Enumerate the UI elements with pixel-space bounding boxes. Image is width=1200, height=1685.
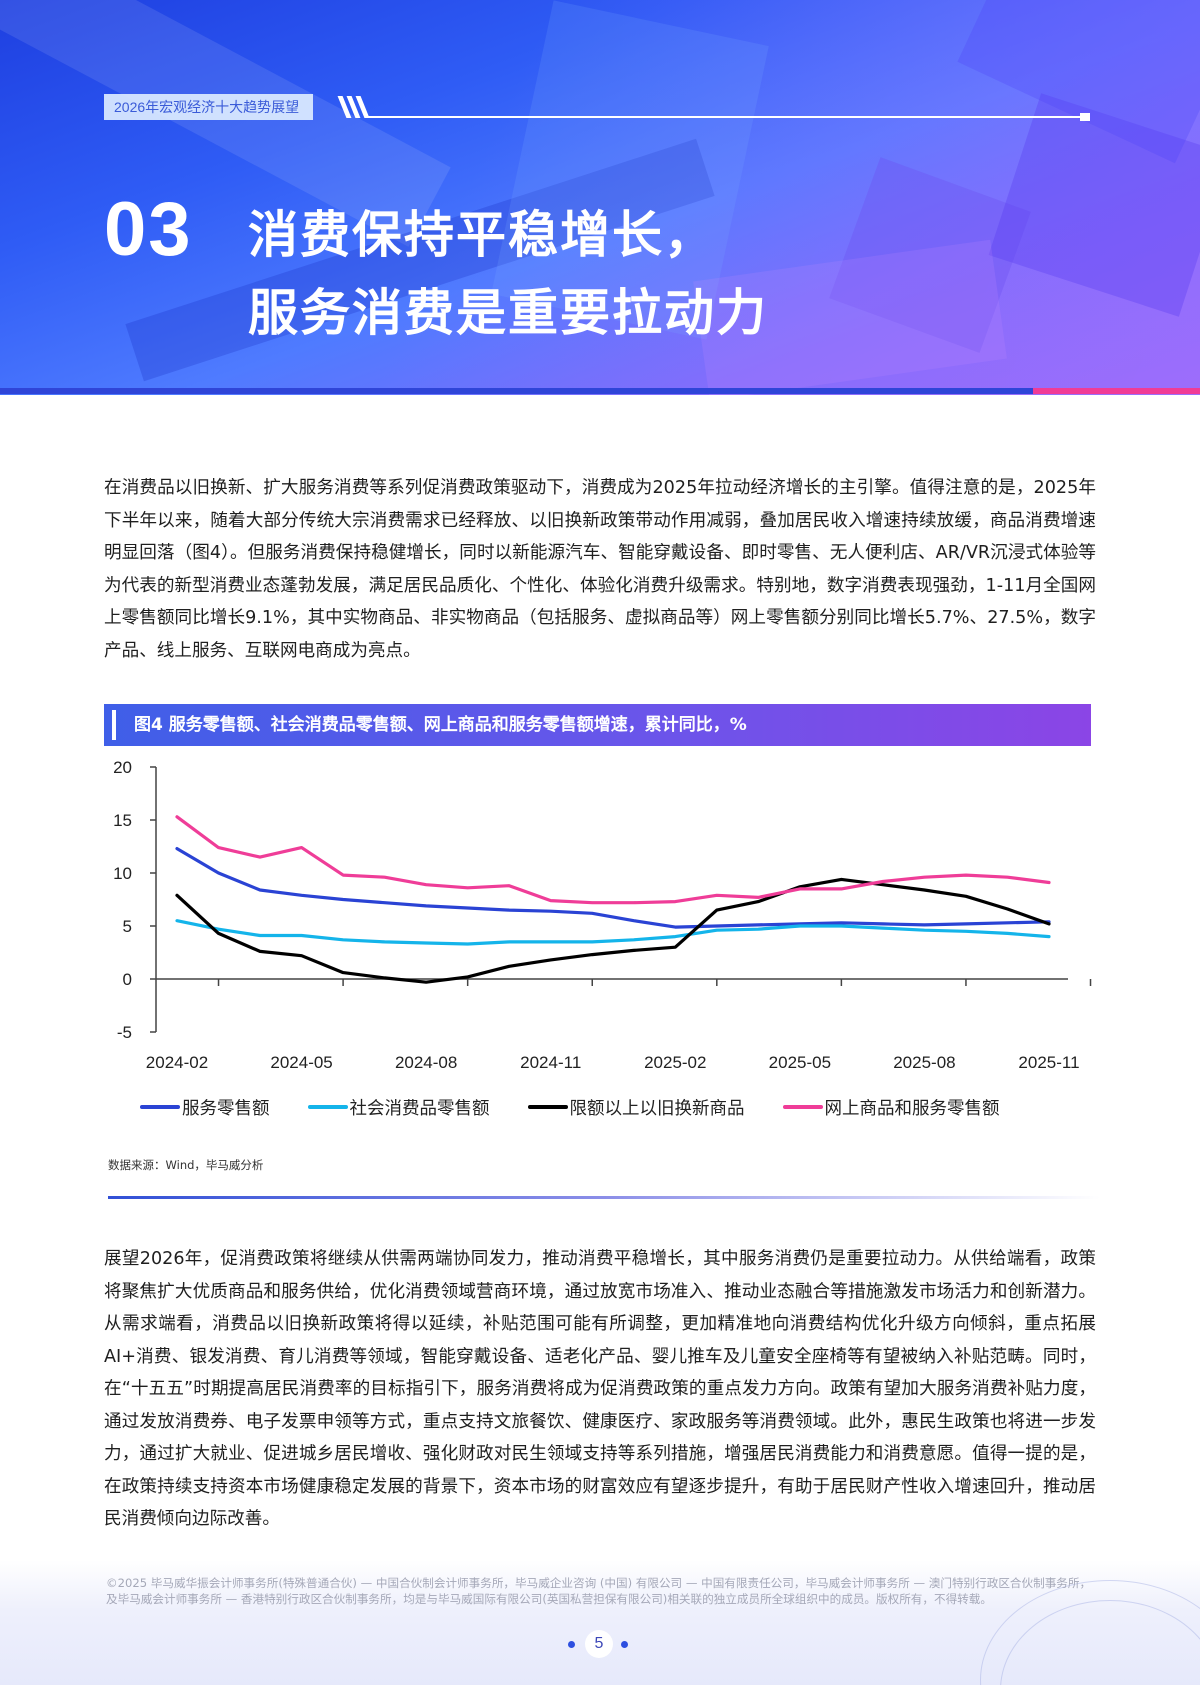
body-paragraph-1: 在消费品以旧换新、扩大服务消费等系列促消费政策驱动下，消费成为2025年拉动经济…	[104, 478, 1096, 661]
chapter-title-line-2: 服务消费是重要拉动力	[248, 284, 768, 342]
chapter-title: 消费保持平稳增长， 服务消费是重要拉动力	[248, 196, 768, 352]
copyright-notice: ©2025 毕马威华振会计师事务所(特殊普通合伙) — 中国合伙制会计师事务所，…	[106, 1576, 1092, 1606]
svg-text:2025-08: 2025-08	[893, 1053, 955, 1072]
legend-label: 网上商品和服务零售额	[824, 1098, 1000, 1119]
legend-label: 限额以上以旧换新商品	[569, 1098, 745, 1119]
legend-label: 服务零售额	[182, 1098, 270, 1119]
legend-swatch	[140, 1105, 180, 1109]
legend-swatch	[527, 1105, 568, 1109]
dot-icon	[621, 1641, 628, 1648]
figure-title-marker	[112, 710, 116, 740]
chapter-number: 03	[104, 187, 193, 272]
legend-item-total-retail: 社会消费品零售额	[307, 1095, 490, 1120]
svg-text:5: 5	[123, 917, 132, 936]
page-number: 5	[585, 1630, 613, 1658]
chapter-title-line-1: 消费保持平稳增长，	[248, 206, 716, 264]
page-indicator: 5	[565, 1630, 635, 1658]
svg-text:2025-11: 2025-11	[1018, 1053, 1079, 1072]
legend-item-services-retail: 服务零售额	[140, 1095, 270, 1120]
legend-item-online-retail: 网上商品和服务零售额	[782, 1095, 1000, 1120]
svg-text:20: 20	[113, 758, 132, 777]
header-rule	[366, 116, 1084, 118]
accent-bar-pink	[1033, 388, 1200, 394]
svg-text:2024-08: 2024-08	[395, 1053, 457, 1072]
svg-text:2025-05: 2025-05	[769, 1053, 831, 1072]
legend-label: 社会消费品零售额	[349, 1098, 490, 1119]
chart-canvas: -5 0 5 10 15 20 2024-02 2024-05 2024-08 2024-11 20…	[113, 758, 1092, 1072]
svg-text:2024-11: 2024-11	[520, 1053, 581, 1072]
report-tag: 2026年宏观经济十大趋势展望	[104, 94, 314, 120]
legend-swatch	[307, 1105, 348, 1109]
dot-icon	[568, 1641, 575, 1648]
svg-text:15: 15	[113, 811, 132, 830]
body-paragraph-2: 展望2026年，促消费政策将继续从供需两端协同发力，推动消费平稳增长，其中服务消…	[104, 1249, 1096, 1529]
line-chart: -5 0 5 10 15 20 2024-02 2024-05 2024-08 2024-11 20…	[100, 752, 1100, 1092]
svg-text:2024-02: 2024-02	[146, 1053, 208, 1072]
svg-text:2025-02: 2025-02	[644, 1053, 706, 1072]
chart-legend: 服务零售额 社会消费品零售额 限额以上以旧换新商品 网上商品和服务零售额	[140, 1093, 1000, 1121]
svg-text:10: 10	[113, 864, 132, 883]
svg-text:2024-05: 2024-05	[270, 1053, 332, 1072]
figure-title-bar: 图4 服务零售额、社会消费品零售额、网上商品和服务零售额增速，累计同比，%	[104, 704, 1091, 746]
accent-bar-blue	[0, 388, 1033, 394]
legend-item-trade-in-goods: 限额以上以旧换新商品	[527, 1095, 745, 1120]
figure-title: 图4 服务零售额、社会消费品零售额、网上商品和服务零售额增速，累计同比，%	[134, 715, 747, 735]
legend-swatch	[782, 1105, 823, 1109]
header-banner: 2026年宏观经济十大趋势展望 03 消费保持平稳增长， 服务消费是重要拉动力	[0, 0, 1200, 395]
data-source-note: 数据来源：Wind，毕马威分析	[108, 1158, 264, 1172]
figure-divider	[108, 1196, 1100, 1199]
slashes-icon	[337, 96, 370, 118]
svg-text:-5: -5	[117, 1023, 132, 1042]
header-rule-end	[1080, 113, 1090, 121]
svg-text:0: 0	[123, 970, 132, 989]
